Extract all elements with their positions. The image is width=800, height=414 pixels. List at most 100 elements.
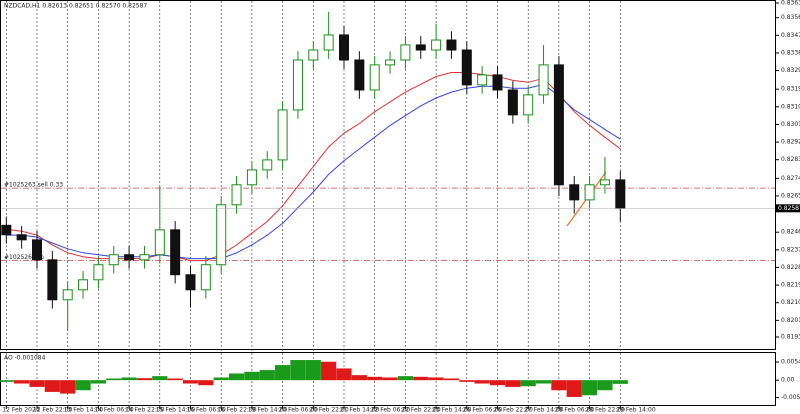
ao-bar	[44, 380, 60, 392]
moving-average	[6, 83, 621, 260]
ao-bar	[566, 380, 582, 397]
x-tick-label: 19 Feb 14:00	[248, 407, 288, 414]
candle-body	[246, 169, 257, 186]
x-tick-label: 14 Feb 06:00	[94, 407, 134, 414]
candle-body	[292, 59, 303, 111]
ao-bar	[90, 380, 106, 384]
ao-bar	[136, 378, 153, 381]
ao-bar	[29, 380, 45, 387]
ao-title: AO -0.001084	[4, 355, 46, 362]
y-tick-label: 0.82650	[781, 192, 800, 199]
y-tick-label: -0.005187	[781, 394, 800, 401]
candle-body	[523, 94, 534, 116]
main-frame	[0, 0, 776, 350]
ao-bar	[489, 380, 506, 386]
candle-body	[231, 184, 242, 206]
candle-body	[323, 34, 334, 51]
y-tick-label: 0.81930	[781, 334, 800, 341]
candle-body	[78, 279, 89, 291]
candle-body	[385, 59, 396, 66]
candle-body	[492, 74, 503, 91]
x-tick-label: 28 Feb 06:00	[555, 407, 595, 414]
ao-bar	[290, 360, 306, 381]
x-tick-label: 27 Feb 14:00	[524, 407, 564, 414]
x-tick-label: 23 Feb 14:00	[432, 407, 472, 414]
ao-bar	[505, 380, 521, 387]
level-label: #1025263 sell 0.33	[4, 182, 63, 189]
candle-body	[139, 254, 150, 261]
candle-body	[584, 184, 595, 201]
ao-bar	[14, 380, 30, 384]
candle-body	[216, 204, 227, 266]
y-tick-label: 0.82105	[781, 299, 800, 306]
candle-body	[108, 254, 119, 266]
ao-bar	[336, 368, 352, 381]
candle-body	[154, 229, 165, 256]
y-tick-label: 0.82925	[781, 139, 800, 146]
candle-body	[415, 44, 426, 51]
y-tick-label: 0.82465	[781, 229, 800, 236]
ao-bar	[520, 380, 536, 387]
ao-bar	[612, 380, 628, 384]
candle-body	[569, 184, 580, 201]
y-tick-label: 0.83015	[781, 121, 800, 128]
ao-bar	[228, 373, 245, 381]
x-tick-label: 22 Feb 22:00	[401, 407, 441, 414]
ao-bar	[152, 376, 168, 381]
ao-bar	[367, 376, 383, 381]
y-tick-label: 0.005406	[781, 359, 800, 366]
ao-bar	[351, 375, 367, 381]
y-tick-label: 0.83195	[781, 86, 800, 93]
candle-body	[93, 264, 104, 281]
level-label: #1025263 tp	[4, 254, 44, 261]
x-tick-label: 12 Feb 22:00	[33, 407, 73, 414]
ao-bar	[582, 380, 598, 396]
y-tick-label: 0.82195	[781, 282, 800, 289]
candle-body	[369, 64, 380, 91]
ao-bar	[60, 380, 76, 394]
ao-bar	[275, 365, 291, 381]
y-tick-label: 0.83560	[781, 14, 800, 21]
x-tick-label: 13 Feb 14:00	[64, 407, 104, 414]
ao-bar	[305, 360, 321, 381]
ao-bar	[382, 377, 398, 381]
candle-body	[124, 254, 135, 261]
y-tick-label: 0.83635	[781, 0, 800, 7]
x-tick-label: 20 Feb 06:00	[279, 407, 319, 414]
ao-bar	[474, 380, 490, 384]
ao-bar	[106, 378, 122, 381]
ao-bar	[213, 377, 229, 381]
y-tick-label: 0.82740	[781, 175, 800, 182]
candle-body	[477, 74, 488, 86]
candle-body	[615, 179, 626, 209]
ao-bar	[0, 380, 14, 382]
y-tick-label: 0.83105	[781, 103, 800, 110]
ao-bar	[198, 380, 214, 386]
price-tag-label: 0.82587	[778, 205, 800, 212]
candle-body	[200, 264, 211, 291]
candle-body	[446, 39, 457, 51]
y-tick-label: 0.00	[781, 377, 795, 384]
candle-body	[339, 34, 349, 61]
ao-bar	[597, 380, 613, 391]
ao-bar	[121, 377, 137, 381]
candle-body	[354, 59, 365, 91]
x-tick-label: 15 Feb 14:00	[156, 407, 196, 414]
candle-body	[599, 179, 610, 186]
candle-body	[431, 39, 442, 51]
ao-bar	[182, 380, 199, 384]
ao-bar	[443, 378, 460, 381]
chart-title: NZDCAD,H1 0.82613 0.82651 0.82570 0.8258…	[4, 3, 147, 10]
candle-body	[277, 109, 288, 161]
x-tick-label: 14 Feb 22:00	[125, 407, 165, 414]
price-tag	[776, 204, 800, 213]
candle-body	[185, 274, 196, 291]
candle-body	[507, 89, 518, 116]
y-tick-label: 0.83290	[781, 67, 800, 74]
y-tick-label: 0.82835	[781, 156, 800, 163]
candle-body	[62, 289, 73, 301]
x-tick-label: 16 Feb 22:00	[217, 407, 257, 414]
x-tick-label: 21 Feb 14:00	[340, 407, 380, 414]
